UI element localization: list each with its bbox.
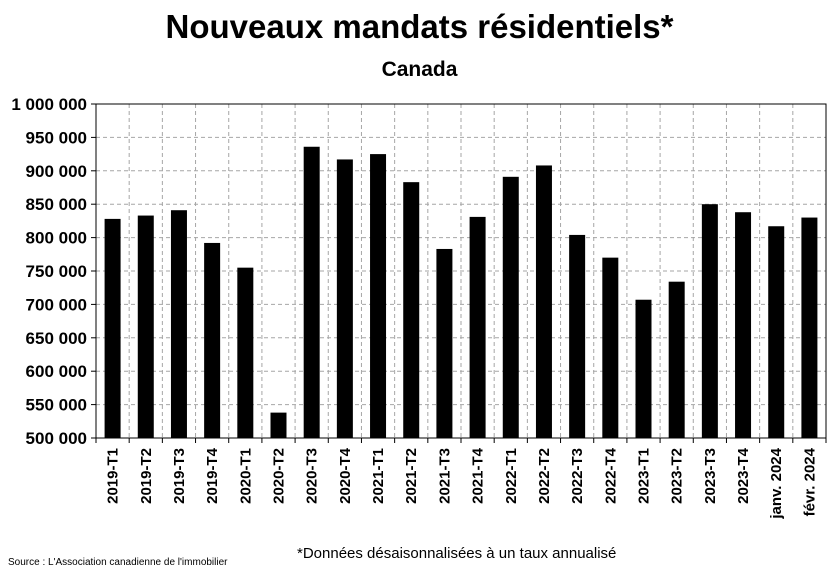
y-tick-label: 550 000 — [26, 396, 87, 415]
bar-janv-2024 — [768, 226, 785, 438]
bar-2022-t4 — [602, 257, 619, 438]
bar-2023-t1 — [635, 299, 652, 438]
x-tick-label: 2020-T3 — [304, 448, 321, 504]
bar-2023-t4 — [735, 212, 752, 438]
chart-subtitle: Canada — [381, 58, 458, 81]
axes — [91, 103, 827, 443]
chart-title: Nouveaux mandats résidentiels* — [165, 8, 674, 45]
x-tick-label: 2021-T1 — [370, 448, 387, 504]
x-tick-label: 2023-T3 — [702, 448, 719, 504]
bar-2019-t1 — [104, 218, 121, 438]
y-tick-label: 650 000 — [26, 329, 87, 348]
x-tick-label: 2021-T2 — [403, 448, 420, 504]
x-tick-label: 2022-T4 — [602, 447, 619, 504]
x-tick-label: 2021-T3 — [436, 448, 453, 504]
y-tick-label: 850 000 — [26, 195, 87, 214]
bars — [104, 146, 818, 438]
x-tick-label: 2021-T4 — [470, 447, 487, 504]
y-tick-labels: 500 000 550 000 600 000 650 000 700 000 750 0… — [11, 95, 87, 448]
bar-2019-t4 — [204, 242, 221, 438]
x-tick-label: 2023-T4 — [735, 447, 752, 504]
x-tick-label: 2023-T2 — [669, 448, 686, 504]
x-tick-label: 2019-T4 — [204, 447, 221, 504]
x-tick-label: 2022-T2 — [536, 448, 553, 504]
x-tick-label: 2022-T1 — [503, 448, 520, 504]
y-tick-label: 750 000 — [26, 262, 87, 281]
y-tick-label: 800 000 — [26, 229, 87, 248]
x-tick-label: 2019-T3 — [171, 448, 188, 504]
bar-2019-t3 — [170, 210, 187, 438]
x-tick-label: 2020-T1 — [237, 448, 254, 504]
x-tick-label: 2019-T1 — [105, 448, 122, 504]
y-tick-label: 700 000 — [26, 295, 87, 314]
y-tick-label: 1 000 000 — [11, 95, 87, 114]
x-tick-label: févr. 2024 — [801, 447, 818, 516]
bar-2020-t3 — [303, 146, 320, 438]
y-tick-label: 600 000 — [26, 362, 87, 381]
chart-note: *Données désaisonnalisées à un taux annu… — [297, 545, 617, 562]
x-tick-label: janv. 2024 — [768, 447, 785, 519]
plot-border — [95, 103, 827, 439]
bar-2020-t2 — [270, 412, 287, 438]
bar-2021-t4 — [469, 216, 486, 438]
bar-2021-t2 — [403, 182, 420, 438]
x-tick-label: 2020-T2 — [271, 448, 288, 504]
y-tick-label: 950 000 — [26, 128, 87, 147]
y-tick-label: 500 000 — [26, 429, 87, 448]
y-tick-label: 900 000 — [26, 162, 87, 181]
bar-f-vr-2024 — [801, 217, 818, 438]
bar-2019-t2 — [137, 215, 154, 438]
x-tick-label: 2022-T3 — [569, 448, 586, 504]
x-tick-label: 2023-T1 — [636, 448, 653, 504]
bar-2022-t3 — [569, 234, 586, 438]
bar-2022-t1 — [502, 176, 519, 438]
bar-2020-t4 — [336, 159, 353, 438]
bar-2023-t3 — [701, 204, 718, 438]
x-tick-label: 2019-T2 — [138, 448, 155, 504]
chart-source: Source : L'Association canadienne de l'i… — [8, 557, 228, 568]
bar-2021-t1 — [370, 154, 387, 438]
bar-2020-t1 — [237, 267, 254, 438]
x-tick-labels: 2019-T1 2019-T2 2019-T3 2019-T4 2020-T1 2020-… — [105, 447, 819, 519]
bar-2022-t2 — [535, 165, 552, 438]
bar-2021-t3 — [436, 248, 453, 438]
x-tick-label: 2020-T4 — [337, 447, 354, 504]
bar-2023-t2 — [668, 281, 685, 438]
